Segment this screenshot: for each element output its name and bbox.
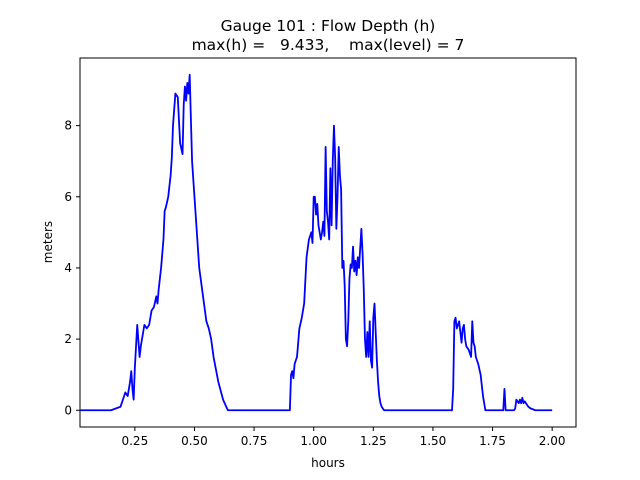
x-tick-label: 0.25 bbox=[121, 434, 148, 448]
plot-frame bbox=[79, 57, 577, 428]
y-tick-label: 4 bbox=[64, 261, 72, 275]
y-tick-label: 2 bbox=[64, 332, 72, 346]
y-axis-label: meters bbox=[41, 221, 55, 263]
x-tick-label: 0.50 bbox=[181, 434, 208, 448]
x-tick-label: 1.25 bbox=[360, 434, 387, 448]
y-tick-label: 6 bbox=[64, 190, 72, 204]
chart-subtitle: max(h) = 9.433, max(level) = 7 bbox=[192, 36, 465, 54]
y-axis-ticks: 0 2 4 6 8 bbox=[64, 119, 80, 417]
y-tick-label: 8 bbox=[64, 119, 72, 133]
x-tick-label: 2.00 bbox=[539, 434, 566, 448]
chart-title: Gauge 101 : Flow Depth (h) bbox=[221, 17, 436, 35]
y-tick-label: 0 bbox=[64, 403, 72, 417]
x-tick-label: 1.50 bbox=[420, 434, 447, 448]
x-tick-label: 0.75 bbox=[241, 434, 268, 448]
x-axis-ticks: 0.25 0.50 0.75 1.00 1.25 1.50 1.75 2.00 bbox=[121, 427, 566, 448]
x-axis-label: hours bbox=[311, 456, 345, 470]
flow-depth-series-line bbox=[80, 73, 553, 412]
x-tick-label: 1.75 bbox=[479, 434, 506, 448]
x-tick-label: 1.00 bbox=[300, 434, 327, 448]
